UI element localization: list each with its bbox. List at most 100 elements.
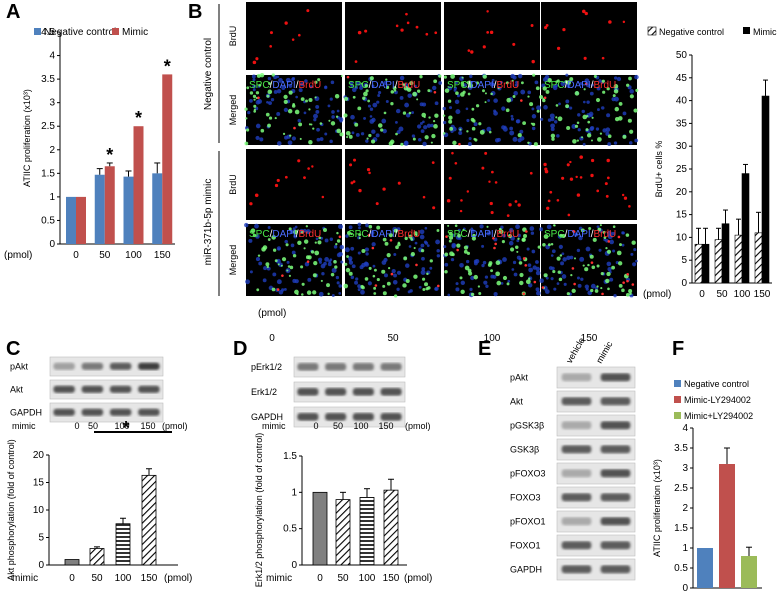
dapi-nucleus [551,249,556,254]
dapi-nucleus [456,94,461,98]
dapi-nucleus [398,126,404,132]
brdu-spot [371,246,375,250]
spc-cell [306,290,312,295]
blot-row-label: Akt [510,397,524,407]
y-tick-label: 15 [676,210,688,221]
blot-row-label: GSK3β [510,445,539,455]
dapi-nucleus [542,77,548,83]
dapi-nucleus [633,248,637,252]
stain-slash1: / [270,229,273,240]
dapi-nucleus [245,279,250,285]
spc-cell [542,86,547,91]
dapi-nucleus [442,106,447,111]
spc-cell [532,73,536,77]
spc-cell [421,112,427,118]
spc-cell [488,261,493,266]
spc-cell [601,79,605,83]
dapi-nucleus [421,267,426,271]
dapi-nucleus [539,278,544,284]
y-tick-label: 3 [682,463,688,474]
blot-band [81,408,104,416]
brdu-spot [529,171,533,175]
spc-cell [347,231,351,235]
brdu-spot [321,195,325,199]
spc-cell [312,290,317,295]
spc-cell [606,271,611,277]
bar [64,559,80,566]
spc-cell [402,111,407,115]
spc-cell [301,282,305,286]
dapi-nucleus [303,111,307,115]
spc-cell [450,74,455,79]
y-axis-label: Erk1/2 phosphorylation (fold of control) [254,433,264,588]
spc-cell [313,260,318,266]
y-tick-label: 0.5 [283,524,297,535]
dapi-nucleus [563,282,567,286]
dapi-nucleus [596,225,600,229]
spc-cell [305,225,309,228]
dapi-nucleus [331,110,335,114]
stain-brdu: BrdU [397,229,420,240]
dapi-nucleus [351,264,356,269]
brdu-spot [604,182,608,186]
dapi-nucleus [392,279,398,285]
dapi-nucleus [512,260,517,265]
dapi-nucleus [479,224,484,229]
blot-band [109,385,132,393]
dapi-nucleus [276,75,280,79]
dapi-nucleus [581,109,585,114]
dapi-nucleus [321,271,325,276]
brdu-spot [525,230,528,233]
dapi-nucleus [377,94,381,97]
blot-lane-label: 50 [88,421,98,431]
brdu-spot [311,165,314,168]
dapi-nucleus [438,81,443,85]
stain-brdu: BrdU [397,80,420,91]
blot-band [53,408,75,416]
dapi-nucleus [510,117,515,121]
dapi-nucleus [249,98,253,103]
spc-cell [527,141,530,145]
spc-cell [572,139,577,144]
spc-cell [250,228,256,234]
spc-cell [314,80,318,84]
spc-cell [612,94,616,98]
spc-cell [583,88,586,91]
spc-cell [314,241,317,244]
dapi-nucleus [574,232,579,237]
dapi-nucleus [565,99,570,104]
dapi-nucleus [609,277,614,282]
dapi-nucleus [536,290,541,296]
legend-swatch [674,380,681,387]
dapi-nucleus [419,229,425,235]
dapi-nucleus [313,113,318,119]
spc-cell [428,116,431,119]
dapi-nucleus [549,113,555,119]
brdu-spot [467,49,471,52]
dapi-nucleus [372,102,378,108]
dapi-nucleus [582,100,586,104]
dapi-nucleus [371,242,376,247]
brdu-spot [514,200,518,203]
spc-cell [600,272,604,276]
spc-cell [444,269,448,274]
brdu-spot [567,213,571,217]
spc-cell [472,119,476,123]
spc-cell [403,256,408,261]
dapi-nucleus [371,234,374,237]
spc-cell [364,83,369,88]
y-tick-label: 4 [49,51,55,62]
spc-cell [422,277,426,281]
dapi-nucleus [553,287,557,291]
brdu-spot [374,284,378,287]
spc-cell [498,227,502,231]
spc-cell [408,111,412,115]
x-unit-label: (pmol) [164,573,192,584]
spc-cell [519,272,524,278]
dapi-nucleus [535,270,541,276]
y-tick-label: 5 [38,533,44,544]
dapi-nucleus [513,272,518,277]
blot-band [561,493,592,502]
group-label-mimic: miR-371b-5p mimic [203,179,214,266]
spc-cell [506,282,510,286]
